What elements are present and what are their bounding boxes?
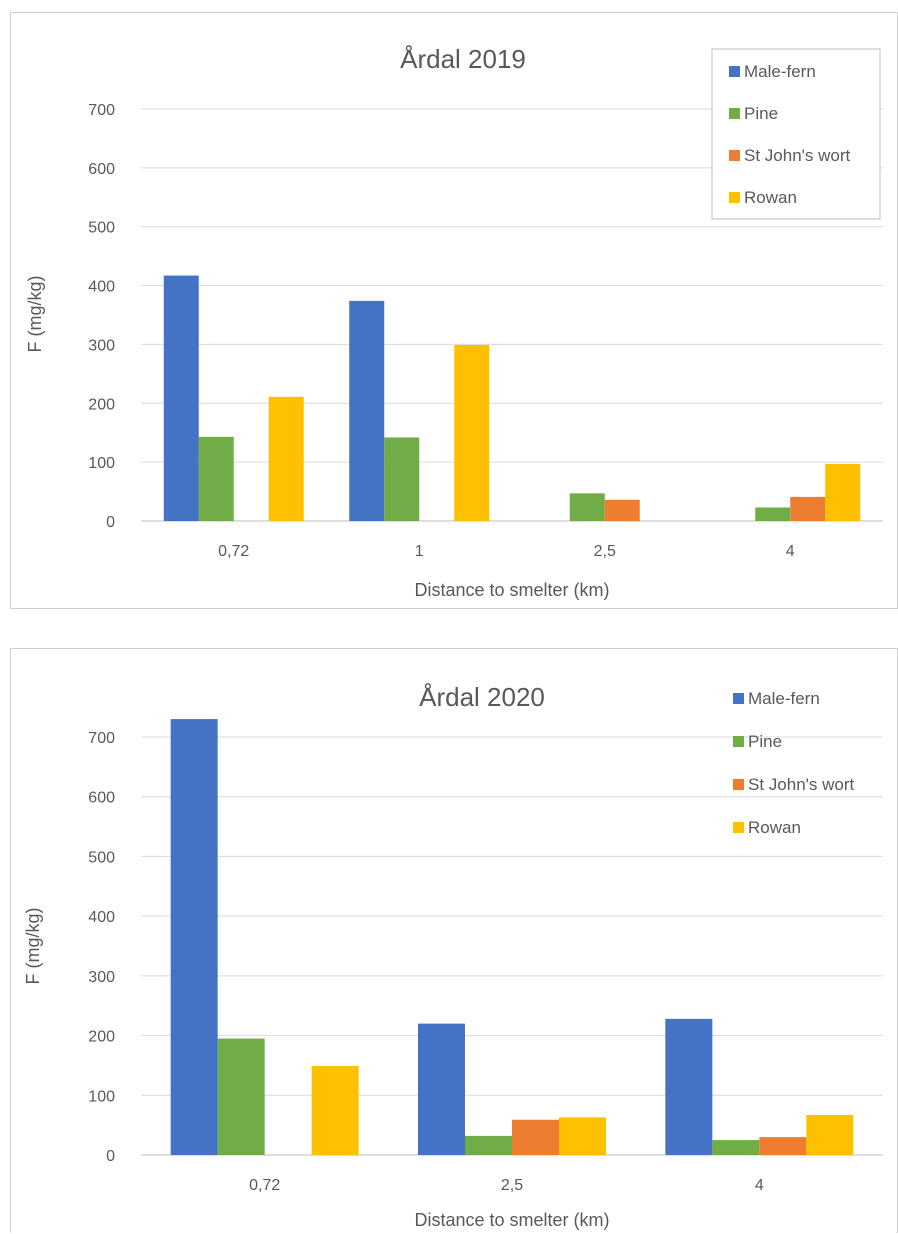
chart0-xtick-label: 1	[415, 543, 424, 560]
chart0-y-axis-label: F (mg/kg)	[25, 275, 45, 352]
chart0-bar-male-fern-1	[349, 300, 385, 521]
chart1-x-axis-label: Distance to smelter (km)	[414, 1210, 609, 1230]
chart1-legend-swatch	[733, 779, 744, 790]
chart1-xtick-label: 4	[755, 1177, 764, 1194]
chart0-title: Årdal 2019	[400, 44, 526, 74]
chart-ardal-2019: 0 100 200 300 400 500 600 700 0,72 1 2,5 4 Årdal 201…	[10, 12, 898, 609]
chart1-ytick-label: 500	[88, 849, 115, 866]
chart1-xtick-label: 0,72	[249, 1177, 280, 1194]
chart1-legend-swatch	[733, 736, 744, 747]
chart0-legend-label: St John's wort	[744, 146, 851, 165]
chart1-bar-st-john-s-wort-2	[759, 1137, 807, 1155]
chart1-ytick-label: 200	[88, 1029, 115, 1046]
chart0-legend-label: Pine	[744, 104, 778, 123]
chart1-legend-label: Male-fern	[748, 689, 820, 708]
chart1-bar-male-fern-2	[665, 1018, 713, 1155]
chart0-legend-box	[711, 48, 881, 220]
chart0-ytick-label: 500	[88, 220, 115, 237]
chart0-ytick-label: 200	[88, 396, 115, 413]
chart0-x-axis-label: Distance to smelter (km)	[414, 580, 609, 600]
chart1-xtick-label: 2,5	[501, 1177, 523, 1194]
chart0-legend-swatch	[729, 192, 740, 203]
chart1-bar-rowan-1	[559, 1117, 606, 1155]
chart0-bar-st-john-s-wort-2	[604, 499, 640, 521]
chart1-bar-pine-2	[712, 1140, 760, 1155]
chart1-y-axis-label: F (mg/kg)	[23, 907, 43, 984]
chart0-xtick-label: 2,5	[594, 543, 616, 560]
chart1-bar-pine-0	[217, 1038, 265, 1155]
chart0-bar-male-fern-0	[163, 275, 199, 521]
chart0-xtick-label: 4	[786, 543, 795, 560]
chart1-bar-rowan-2	[806, 1114, 854, 1155]
chart1-legend-label: St John's wort	[748, 775, 855, 794]
chart1-ytick-label: 300	[88, 969, 115, 986]
chart1-ytick-label: 400	[88, 909, 115, 926]
chart1-bar-st-john-s-wort-1	[512, 1119, 559, 1155]
chart1-legend-label: Rowan	[748, 818, 801, 837]
chart0-bar-pine-3	[755, 507, 791, 521]
chart0-bar-pine-1	[384, 437, 420, 521]
chart1-legend-label: Pine	[748, 732, 782, 751]
chart0-bar-rowan-1	[454, 345, 490, 521]
chart0-legend-label: Rowan	[744, 188, 797, 207]
chart0-bar-st-john-s-wort-3	[790, 496, 826, 521]
chart0-bar-rowan-0	[268, 396, 304, 521]
chart1-legend-swatch	[733, 822, 744, 833]
chart-ardal-2019-svg: 0 100 200 300 400 500 600 700 0,72 1 2,5 4 Årdal 201…	[25, 44, 883, 600]
chart0-ytick-label: 400	[88, 279, 115, 296]
chart0-ytick-label: 0	[106, 514, 115, 531]
chart0-ytick-label: 700	[88, 102, 115, 119]
chart1-ytick-label: 700	[88, 730, 115, 747]
chart1-bar-pine-1	[465, 1135, 512, 1155]
chart0-xtick-label: 0,72	[218, 543, 249, 560]
chart1-legend-swatch	[733, 693, 744, 704]
chart1-ytick-label: 100	[88, 1088, 115, 1105]
chart0-legend-swatch	[729, 66, 740, 77]
chart1-bar-male-fern-1	[418, 1023, 465, 1155]
chart1-bar-rowan-0	[311, 1066, 359, 1155]
chart1-ytick-label: 600	[88, 790, 115, 807]
chart0-legend-label: Male-fern	[744, 62, 816, 81]
chart1-title: Årdal 2020	[419, 682, 545, 712]
chart0-bar-rowan-3	[825, 463, 861, 521]
chart1-bar-male-fern-0	[170, 719, 218, 1155]
chart0-ytick-label: 300	[88, 337, 115, 354]
chart-ardal-2020: 0 100 200 300 400 500 600 700 0,72 2,5 4 Årdal 2020…	[10, 648, 898, 1233]
chart0-bar-pine-0	[198, 436, 234, 521]
chart0-ytick-label: 600	[88, 161, 115, 178]
chart0-bar-pine-2	[569, 493, 605, 521]
chart0-legend-swatch	[729, 108, 740, 119]
chart0-ytick-label: 100	[88, 455, 115, 472]
chart-ardal-2020-svg: 0 100 200 300 400 500 600 700 0,72 2,5 4 Årdal 2020…	[23, 682, 883, 1230]
chart1-ytick-label: 0	[106, 1148, 115, 1165]
chart0-legend-swatch	[729, 150, 740, 161]
